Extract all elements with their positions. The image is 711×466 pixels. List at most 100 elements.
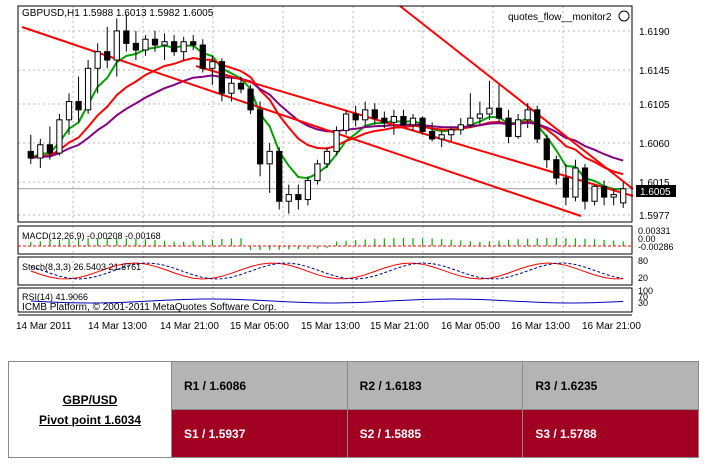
pair-name: GBP/USD — [62, 392, 118, 407]
support-3: S3 / 1.5788 — [522, 409, 699, 458]
trend-line — [195, 65, 634, 197]
candle — [362, 109, 369, 121]
candle — [610, 194, 617, 198]
candle — [543, 138, 550, 161]
candle — [37, 144, 44, 159]
price-tick: 1.5977 — [639, 211, 670, 222]
indicator-panels — [17, 5, 633, 316]
macd-label: MACD(12,26,9) -0.00208 -0.00168 — [22, 231, 161, 241]
candle — [333, 130, 340, 152]
stoch-signal-line — [30, 262, 624, 280]
candle — [266, 150, 273, 165]
candle — [75, 101, 82, 111]
stoch-tick: 20 — [638, 273, 648, 283]
candle — [400, 115, 407, 126]
candle — [142, 38, 149, 51]
main-grid — [18, 6, 632, 312]
candle — [56, 119, 63, 154]
price-tick: 1.6105 — [639, 100, 670, 111]
stoch-label: Stoch(8,3,3) 26.5403 21.8761 — [22, 262, 141, 272]
time-tick: 15 Mar 21:00 — [370, 321, 429, 332]
candle — [190, 41, 197, 46]
rsi-line — [30, 298, 624, 304]
candle — [457, 124, 464, 131]
resistance-1: R1 / 1.6086 — [171, 361, 348, 410]
macd-tick: 0.00 — [638, 234, 656, 244]
candle — [562, 177, 570, 198]
candle — [476, 113, 484, 119]
candle — [132, 42, 140, 51]
resistance-3: R3 / 1.6235 — [522, 361, 699, 410]
candle — [323, 150, 331, 165]
candle — [505, 117, 512, 137]
candle — [314, 163, 321, 181]
support-2: S2 / 1.5885 — [346, 409, 524, 458]
smiley-icon — [618, 10, 630, 22]
panel-frame — [17, 225, 633, 255]
time-tick: 14 Mar 2011 — [16, 321, 72, 332]
candle — [27, 150, 34, 159]
candle — [534, 109, 541, 140]
rsi-tick: 30 — [638, 298, 648, 308]
candle — [486, 107, 493, 115]
candle — [276, 150, 283, 202]
candle — [514, 119, 522, 137]
price-tick: 1.6190 — [639, 27, 670, 38]
current-price-box — [636, 185, 676, 197]
price-tick: 1.6060 — [639, 139, 670, 150]
candle — [218, 61, 226, 94]
pivot-point: Pivot point 1.6034 — [38, 412, 142, 427]
support-1: S1 / 1.5937 — [171, 409, 348, 458]
time-tick: 16 Mar 13:00 — [511, 321, 570, 332]
resistance-2: R2 / 1.6183 — [346, 361, 524, 410]
macd-tick: 0.00331 — [638, 226, 671, 236]
candle — [419, 117, 426, 132]
candle — [113, 30, 120, 61]
candle — [247, 88, 254, 111]
panel-frame — [17, 287, 633, 313]
candle — [428, 130, 436, 140]
time-tick: 14 Mar 13:00 — [88, 321, 147, 332]
time-tick: 15 Mar 13:00 — [301, 321, 360, 332]
candle — [600, 185, 608, 198]
time-tick: 15 Mar 05:00 — [230, 321, 289, 332]
candle — [352, 113, 359, 121]
candle — [620, 188, 627, 204]
time-tick: 16 Mar 21:00 — [582, 321, 641, 332]
candle — [581, 167, 589, 202]
panel-frame — [17, 256, 633, 286]
time-tick: 14 Mar 21:00 — [160, 321, 219, 332]
indicator-label: quotes_flow__monitor2 — [508, 12, 612, 23]
copyright: ICMB Platform, © 2001-2011 MetaQuotes So… — [22, 302, 277, 313]
candle — [438, 134, 445, 140]
panel-frame — [17, 5, 633, 223]
rsi-tick: 70 — [638, 292, 648, 302]
candle — [591, 185, 598, 202]
candle — [46, 144, 54, 154]
pivot-table: GBP/USD Pivot point 1.6034 R1 / 1.6086 R… — [8, 361, 699, 458]
stoch-tick: 80 — [638, 256, 648, 266]
candle — [342, 113, 350, 132]
candle — [553, 159, 560, 179]
macd-tick: -0.00286 — [638, 242, 674, 252]
candle — [84, 67, 92, 111]
candle — [495, 107, 503, 119]
candle — [524, 109, 531, 121]
candle — [151, 38, 159, 46]
pair-cell: GBP/USD Pivot point 1.6034 — [8, 361, 172, 458]
candle — [161, 41, 168, 46]
rsi-tick: 100 — [638, 286, 653, 296]
candle — [409, 117, 417, 126]
candle — [448, 129, 455, 136]
candle — [104, 51, 111, 61]
moving-average-line — [30, 74, 624, 162]
stoch-main-line — [30, 262, 624, 280]
chart-title: GBPUSD,H1 1.5988 1.6013 1.5982 1.6005 — [22, 8, 214, 19]
candle — [94, 51, 101, 69]
time-tick: 16 Mar 05:00 — [441, 321, 500, 332]
candle — [199, 44, 206, 69]
candle — [256, 109, 264, 165]
candle — [390, 115, 398, 123]
candle — [170, 41, 178, 53]
candle — [123, 30, 130, 44]
